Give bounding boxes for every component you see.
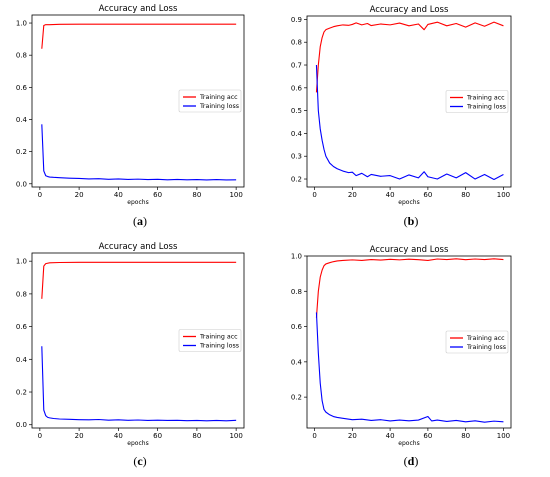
- chart-title: Accuracy and Loss: [99, 4, 178, 14]
- legend-entry: Training acc: [466, 335, 505, 342]
- x-axis-label: epochs: [127, 440, 148, 447]
- panel-caption-letter: c: [137, 454, 143, 468]
- plot-area-frame: [306, 255, 512, 429]
- y-tick-label: 0.7: [291, 62, 302, 70]
- chart-panel-b: Accuracy and Loss 0 20 40 60 80 100 0.2 0.3 0.4 0.…: [291, 5, 512, 228]
- series-line-training-loss: [41, 124, 237, 181]
- x-tick-label: 60: [423, 191, 432, 199]
- x-tick-label: 20: [75, 432, 84, 440]
- y-tick-label: 0.6: [291, 84, 303, 92]
- series-line-training-loss: [41, 346, 237, 422]
- legend-entry: Training acc: [199, 94, 238, 101]
- y-tick-label: 0.3: [291, 153, 302, 161]
- series-line-training-acc: [41, 23, 237, 49]
- y-tick-label: 0.8: [16, 290, 27, 298]
- x-tick-label: 80: [461, 432, 470, 440]
- panel-caption: (d): [404, 454, 419, 468]
- y-tick-label: 1.0: [16, 258, 27, 266]
- legend-entry: Training acc: [199, 334, 238, 341]
- legend-entry: Training acc: [466, 95, 505, 102]
- x-tick-label: 100: [497, 191, 510, 199]
- x-tick-label: 0: [38, 191, 42, 199]
- y-tick-label: 0.2: [291, 394, 302, 402]
- y-tick-label: 0.4: [16, 116, 28, 124]
- series-line-training-acc: [41, 261, 237, 299]
- plot-area-frame: [306, 15, 512, 188]
- x-tick-label: 100: [497, 432, 510, 440]
- x-tick-label: 80: [461, 191, 470, 199]
- y-tick-label: 0.0: [16, 421, 27, 429]
- series-line-training-loss: [315, 64, 504, 181]
- x-axis-label: epochs: [127, 199, 148, 206]
- y-tick-label: 0.6: [16, 84, 28, 92]
- x-tick-label: 80: [192, 191, 201, 199]
- chart-panel-c: Accuracy and Loss 0 20 40 60 80 100 0.0 0.2 0.4 0.…: [16, 242, 245, 468]
- y-tick-label: 0.2: [291, 176, 302, 184]
- x-tick-label: 0: [38, 432, 42, 440]
- y-tick-label: 0.0: [16, 180, 27, 188]
- panel-caption-letter: d: [408, 454, 415, 468]
- legend-entry: Training loss: [466, 104, 506, 111]
- chart-title: Accuracy and Loss: [370, 5, 449, 15]
- legend: Training acc Training loss: [178, 89, 242, 113]
- x-tick-label: 40: [114, 432, 123, 440]
- x-tick-label: 60: [423, 432, 432, 440]
- y-tick-label: 0.2: [16, 148, 27, 156]
- y-tick-label: 0.5: [291, 107, 302, 115]
- series-line-training-loss: [315, 312, 504, 423]
- y-tick-label: 0.4: [291, 358, 303, 366]
- panel-caption: (b): [404, 214, 419, 228]
- y-tick-label: 0.4: [16, 356, 28, 364]
- x-tick-label: 60: [153, 191, 162, 199]
- y-tick-label: 0.2: [16, 389, 27, 397]
- legend: Training acc Training loss: [445, 90, 509, 113]
- y-tick-label: 0.9: [291, 16, 302, 24]
- plot-area-frame: [31, 14, 245, 188]
- x-axis-label: epochs: [398, 440, 419, 447]
- x-tick-label: 0: [312, 432, 316, 440]
- y-tick-label: 0.8: [16, 52, 27, 60]
- panel-caption: (a): [133, 214, 147, 228]
- chart-title: Accuracy and Loss: [370, 245, 449, 255]
- y-tick-label: 1.0: [16, 20, 27, 28]
- x-tick-label: 100: [229, 432, 242, 440]
- y-tick-label: 0.4: [291, 130, 303, 138]
- y-tick-label: 0.6: [291, 323, 303, 331]
- x-tick-label: 80: [192, 432, 201, 440]
- chart-panel-a: Accuracy and Loss 0 20 40 60 80 100 0.0 0.2 0.4 0.…: [16, 4, 245, 228]
- x-tick-label: 20: [348, 432, 357, 440]
- legend-entry: Training loss: [199, 343, 239, 350]
- legend-entry: Training loss: [466, 344, 506, 351]
- legend: Training acc Training loss: [178, 329, 242, 352]
- x-tick-label: 60: [153, 432, 162, 440]
- panel-caption-letter: b: [408, 214, 415, 228]
- y-tick-label: 0.6: [16, 323, 28, 331]
- x-tick-label: 20: [75, 191, 84, 199]
- series-line-training-acc: [315, 258, 504, 318]
- chart-panel-d: Accuracy and Loss 0 20 40 60 80 100 0.2 0.4 0.6 0.…: [291, 245, 512, 468]
- x-axis-label: epochs: [398, 199, 419, 206]
- legend-entry: Training loss: [199, 103, 239, 110]
- x-tick-label: 20: [348, 191, 357, 199]
- plot-area-frame: [31, 252, 245, 429]
- legend: Training acc Training loss: [445, 330, 509, 354]
- series-line-training-acc: [315, 21, 504, 93]
- chart-title: Accuracy and Loss: [99, 242, 178, 252]
- x-tick-label: 40: [386, 432, 395, 440]
- y-tick-label: 0.8: [291, 288, 302, 296]
- x-tick-label: 40: [386, 191, 395, 199]
- panel-caption: (c): [133, 454, 146, 468]
- panel-caption-letter: a: [137, 214, 143, 228]
- x-tick-label: 0: [312, 191, 316, 199]
- x-tick-label: 100: [229, 191, 242, 199]
- y-tick-label: 1.0: [291, 253, 302, 261]
- y-tick-label: 0.8: [291, 39, 302, 47]
- x-tick-label: 40: [114, 191, 123, 199]
